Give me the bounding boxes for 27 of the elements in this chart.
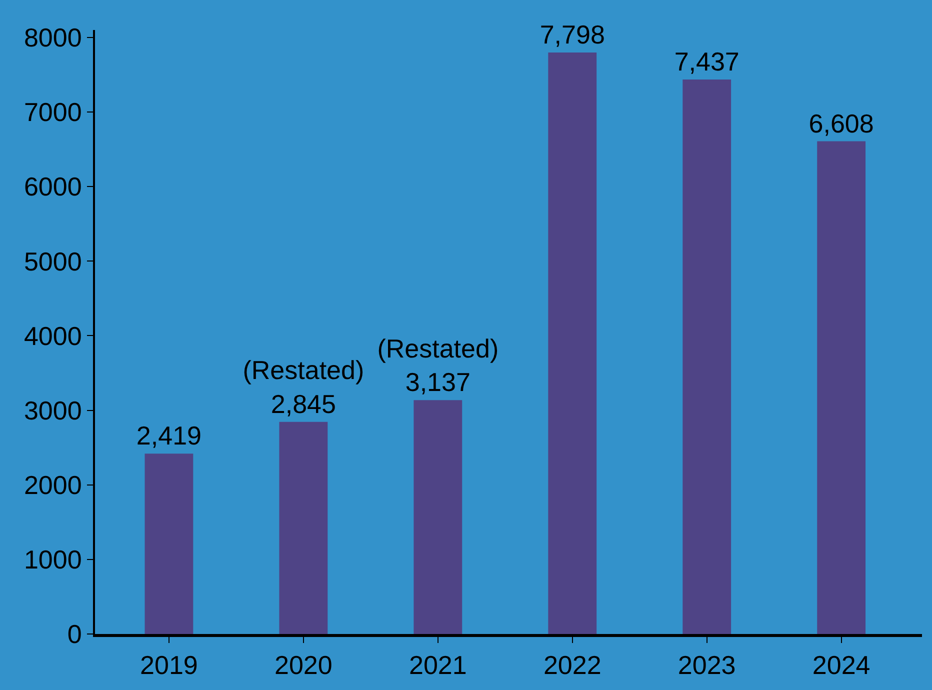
x-tick-label: 2022	[543, 650, 602, 680]
y-tick-label: 6000	[24, 172, 82, 202]
y-tick-label: 3000	[24, 395, 82, 426]
y-tick-label: 1000	[24, 544, 82, 575]
y-tick-label: 0	[67, 619, 82, 650]
y-tick-label: 2000	[24, 470, 82, 500]
y-tick-label: 4000	[24, 320, 82, 351]
data-label: 2,419	[136, 420, 202, 451]
data-label: (Restated) 3,137	[377, 333, 499, 398]
x-tick-label: 2021	[408, 650, 467, 680]
bar	[414, 400, 462, 634]
bar	[817, 141, 866, 634]
bar	[279, 422, 328, 634]
y-tick-label: 5000	[24, 246, 82, 276]
x-tick-label: 2020	[274, 650, 332, 680]
data-label: 7,798	[540, 20, 605, 50]
bar	[548, 52, 597, 634]
x-tick-label: 2019	[140, 650, 198, 680]
data-label: 7,437	[674, 46, 740, 76]
y-tick-label: 7000	[24, 97, 82, 128]
y-tick-label: 8000	[24, 22, 82, 53]
data-label: 6,608	[808, 108, 874, 138]
data-label: (Restated) 2,845	[242, 355, 364, 419]
bar	[144, 454, 194, 634]
x-tick-label: 2024	[812, 650, 870, 680]
bar	[682, 79, 732, 634]
x-tick-label: 2023	[678, 650, 736, 680]
